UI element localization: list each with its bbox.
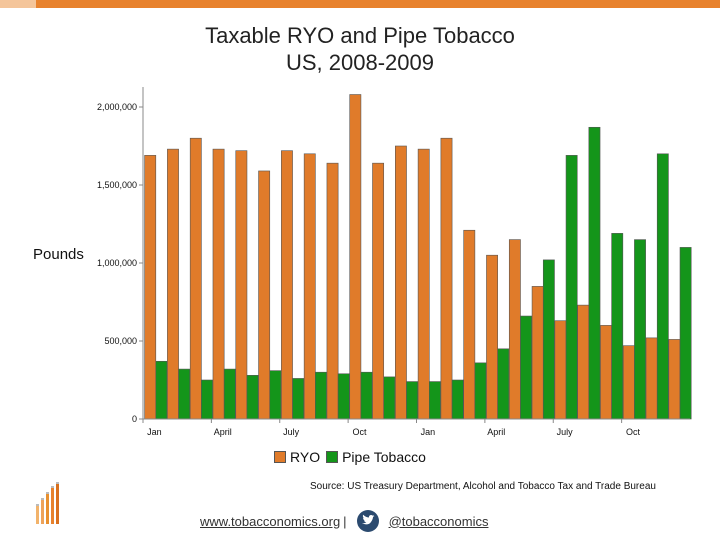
ryo-bar bbox=[258, 170, 271, 420]
pipe-bar bbox=[292, 378, 305, 420]
source-note: Source: US Treasury Department, Alcohol … bbox=[310, 481, 656, 492]
x-tick-label: Jan bbox=[147, 427, 162, 437]
x-tick-label: April bbox=[214, 427, 232, 437]
x-tick-label: July bbox=[557, 427, 574, 437]
top-accent-bar-light bbox=[0, 0, 36, 8]
pipe-bar bbox=[611, 233, 624, 420]
ryo-bar bbox=[486, 254, 498, 420]
pipe-bar bbox=[520, 315, 532, 420]
legend-swatch-ryo bbox=[274, 451, 286, 463]
pipe-bar bbox=[406, 381, 419, 420]
ryo-bar bbox=[326, 162, 339, 420]
ryo-bar bbox=[531, 286, 544, 420]
legend-label-ryo: RYO bbox=[290, 449, 321, 465]
y-tick-label: 1,500,000 bbox=[97, 180, 137, 190]
pipe-bar bbox=[428, 381, 441, 420]
x-tick-label: Jan bbox=[421, 427, 436, 437]
pipe-bar bbox=[269, 370, 282, 420]
pipe-bar bbox=[201, 379, 213, 420]
ryo-bar bbox=[281, 150, 293, 420]
ryo-bar bbox=[554, 320, 567, 420]
legend-swatch-pipe bbox=[326, 451, 339, 463]
pipe-bar bbox=[634, 239, 646, 420]
x-tick-label: Oct bbox=[353, 427, 368, 437]
pipe-bar bbox=[360, 371, 373, 420]
pipe-bar bbox=[497, 348, 510, 420]
ryo-bar bbox=[463, 229, 476, 420]
website-link[interactable]: www.tobacconomics.org bbox=[200, 513, 341, 529]
pipe-bar bbox=[337, 373, 350, 420]
ryo-bar bbox=[645, 337, 658, 420]
legend-item-pipe: Pipe Tobacco bbox=[326, 449, 426, 465]
pipe-bar bbox=[178, 368, 191, 420]
chart-title-line-2: US, 2008-2009 bbox=[286, 50, 434, 75]
x-tick-label: July bbox=[283, 427, 300, 437]
pipe-bar bbox=[315, 371, 327, 420]
y-tick-label: 500,000 bbox=[104, 336, 137, 346]
y-tick-label: 2,000,000 bbox=[97, 102, 137, 112]
chart-legend: RYO Pipe Tobacco bbox=[274, 449, 432, 465]
chart-title-line-1: Taxable RYO and Pipe Tobacco bbox=[205, 23, 515, 48]
ryo-bar bbox=[372, 162, 385, 420]
chart-title: Taxable RYO and Pipe Tobacco US, 2008-20… bbox=[100, 22, 620, 76]
pipe-bar bbox=[451, 379, 464, 420]
ryo-bar bbox=[167, 148, 179, 420]
ryo-bar bbox=[395, 145, 407, 420]
pipe-bar bbox=[542, 259, 555, 420]
ryo-bar bbox=[303, 153, 316, 420]
twitter-bird-icon[interactable] bbox=[356, 510, 379, 532]
ryo-bar bbox=[508, 239, 521, 420]
pipe-bar bbox=[588, 126, 601, 420]
x-tick-label: Oct bbox=[626, 427, 641, 437]
ryo-bar bbox=[349, 94, 362, 420]
pipe-bar bbox=[679, 247, 692, 420]
pipe-bar bbox=[246, 375, 259, 420]
pipe-bar bbox=[155, 360, 168, 420]
ryo-bar bbox=[668, 339, 681, 420]
ryo-bar bbox=[144, 155, 157, 420]
y-axis-label: Pounds bbox=[33, 246, 84, 263]
pipe-bar bbox=[383, 376, 396, 420]
pipe-bar bbox=[474, 362, 487, 420]
footer-separator: | bbox=[343, 513, 347, 529]
legend-label-pipe: Pipe Tobacco bbox=[342, 449, 426, 465]
y-tick-label: 1,000,000 bbox=[97, 258, 137, 268]
tobacconomics-logo bbox=[36, 482, 59, 524]
ryo-bar bbox=[235, 150, 248, 420]
top-accent-bar bbox=[0, 0, 720, 8]
twitter-handle-link[interactable]: @tobacconomics bbox=[388, 513, 489, 529]
ryo-bar bbox=[189, 137, 202, 420]
x-tick-label: April bbox=[487, 427, 505, 437]
pipe-bar bbox=[565, 155, 578, 420]
ryo-bar bbox=[622, 345, 635, 420]
ryo-bar bbox=[600, 325, 612, 420]
y-tick-label: 0 bbox=[132, 414, 137, 424]
pipe-bar bbox=[656, 153, 669, 420]
ryo-bar bbox=[417, 148, 430, 420]
legend-item-ryo: RYO bbox=[274, 449, 320, 465]
bar-chart: 0 500,000 1,000,000 1,500,000 2,000,000 Jan Ap… bbox=[97, 87, 692, 437]
pipe-bar bbox=[223, 368, 236, 420]
ryo-bar bbox=[212, 148, 225, 420]
footer: www.tobacconomics.org | @tobacconomics bbox=[200, 510, 488, 532]
ryo-bar bbox=[577, 304, 590, 420]
ryo-bar bbox=[440, 137, 453, 420]
